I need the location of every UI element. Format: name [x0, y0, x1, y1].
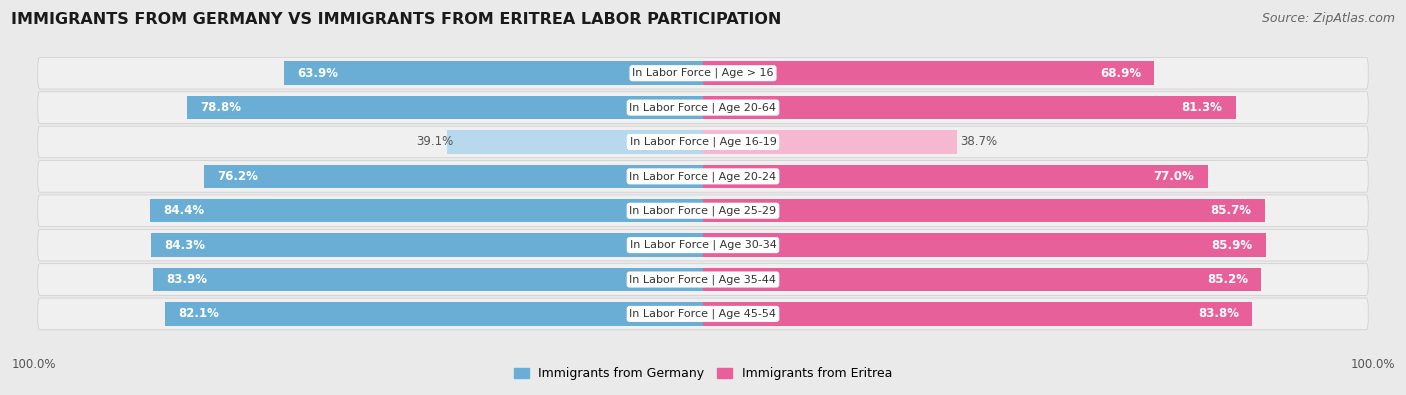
Bar — [703, 165, 1208, 188]
Text: 78.8%: 78.8% — [200, 101, 240, 114]
Text: 82.1%: 82.1% — [179, 307, 219, 320]
Legend: Immigrants from Germany, Immigrants from Eritrea: Immigrants from Germany, Immigrants from… — [513, 367, 893, 380]
Bar — [150, 199, 703, 222]
Text: 68.9%: 68.9% — [1101, 67, 1142, 80]
Text: In Labor Force | Age 20-24: In Labor Force | Age 20-24 — [630, 171, 776, 182]
Text: In Labor Force | Age 45-54: In Labor Force | Age 45-54 — [630, 308, 776, 319]
Text: In Labor Force | Age 35-44: In Labor Force | Age 35-44 — [630, 274, 776, 285]
Text: 100.0%: 100.0% — [1350, 358, 1395, 371]
FancyBboxPatch shape — [38, 126, 1368, 158]
Text: IMMIGRANTS FROM GERMANY VS IMMIGRANTS FROM ERITREA LABOR PARTICIPATION: IMMIGRANTS FROM GERMANY VS IMMIGRANTS FR… — [11, 12, 782, 27]
Text: In Labor Force | Age > 16: In Labor Force | Age > 16 — [633, 68, 773, 79]
Bar — [703, 199, 1264, 222]
Bar — [447, 130, 703, 154]
Bar — [150, 233, 703, 257]
Bar — [153, 268, 703, 291]
Bar — [204, 165, 703, 188]
Text: Source: ZipAtlas.com: Source: ZipAtlas.com — [1261, 12, 1395, 25]
FancyBboxPatch shape — [38, 92, 1368, 123]
Bar — [703, 302, 1253, 325]
FancyBboxPatch shape — [38, 160, 1368, 192]
Bar — [703, 233, 1265, 257]
Text: 84.4%: 84.4% — [163, 204, 204, 217]
Text: 38.7%: 38.7% — [960, 135, 997, 149]
Text: 83.9%: 83.9% — [166, 273, 207, 286]
Text: 83.8%: 83.8% — [1198, 307, 1239, 320]
Bar — [703, 268, 1261, 291]
FancyBboxPatch shape — [38, 264, 1368, 295]
Text: In Labor Force | Age 25-29: In Labor Force | Age 25-29 — [630, 205, 776, 216]
Text: In Labor Force | Age 30-34: In Labor Force | Age 30-34 — [630, 240, 776, 250]
Text: 85.9%: 85.9% — [1212, 239, 1253, 252]
Text: 85.2%: 85.2% — [1208, 273, 1249, 286]
Bar — [703, 96, 1236, 119]
Text: 63.9%: 63.9% — [298, 67, 339, 80]
Bar — [703, 62, 1154, 85]
Bar — [703, 130, 956, 154]
Text: 81.3%: 81.3% — [1181, 101, 1223, 114]
Text: 100.0%: 100.0% — [11, 358, 56, 371]
Bar — [187, 96, 703, 119]
Text: 39.1%: 39.1% — [416, 135, 453, 149]
Text: 84.3%: 84.3% — [163, 239, 205, 252]
Bar — [165, 302, 703, 325]
FancyBboxPatch shape — [38, 195, 1368, 227]
Text: 85.7%: 85.7% — [1211, 204, 1251, 217]
Text: 76.2%: 76.2% — [217, 170, 257, 183]
FancyBboxPatch shape — [38, 298, 1368, 330]
Bar — [284, 62, 703, 85]
FancyBboxPatch shape — [38, 229, 1368, 261]
Text: 77.0%: 77.0% — [1154, 170, 1195, 183]
FancyBboxPatch shape — [38, 57, 1368, 89]
Text: In Labor Force | Age 16-19: In Labor Force | Age 16-19 — [630, 137, 776, 147]
Text: In Labor Force | Age 20-64: In Labor Force | Age 20-64 — [630, 102, 776, 113]
